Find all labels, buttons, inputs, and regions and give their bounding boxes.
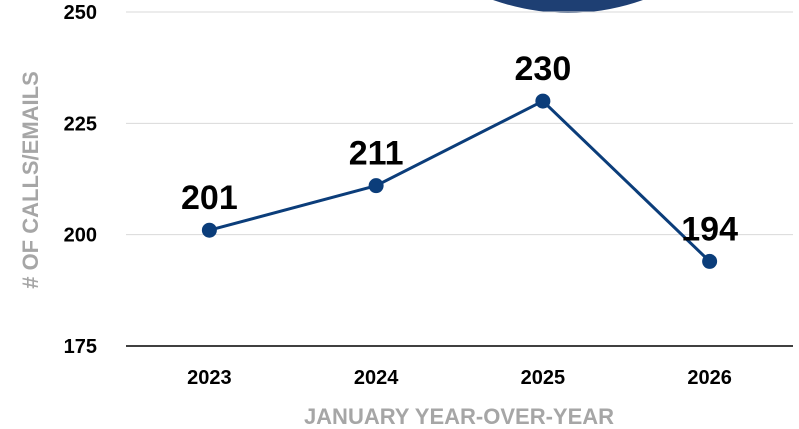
data-point-2025 [535, 93, 551, 109]
data-point-2023 [201, 222, 217, 238]
y-tick-label-250: 250 [64, 2, 97, 24]
series-line-group: 201 211 230 194 [181, 50, 738, 269]
series-line [208, 99, 711, 263]
y-tick-label-175: 175 [64, 336, 97, 358]
data-label-2025: 230 [515, 50, 572, 88]
y-axis-title: # OF CALLS/EMAILS [18, 71, 43, 289]
x-tick-label-2025: 2025 [521, 367, 566, 389]
x-tick-label-2024: 2024 [354, 367, 399, 389]
data-point-2024 [368, 178, 384, 194]
y-axis-ticks: 175 200 225 250 [64, 2, 97, 358]
x-tick-label-2026: 2026 [687, 367, 732, 389]
badge-shape [493, 0, 643, 13]
data-point-2026 [702, 253, 718, 269]
y-tick-label-200: 200 [64, 225, 97, 247]
x-tick-label-2023: 2023 [187, 367, 232, 389]
data-label-2026: 194 [681, 210, 738, 248]
y-tick-label-225: 225 [64, 113, 97, 135]
x-axis-title: JANUARY YEAR-OVER-YEAR [304, 404, 614, 429]
data-label-2024: 211 [349, 135, 404, 173]
x-axis-ticks: 2023 2024 2025 2026 [187, 367, 732, 389]
data-label-2023: 201 [181, 179, 238, 217]
